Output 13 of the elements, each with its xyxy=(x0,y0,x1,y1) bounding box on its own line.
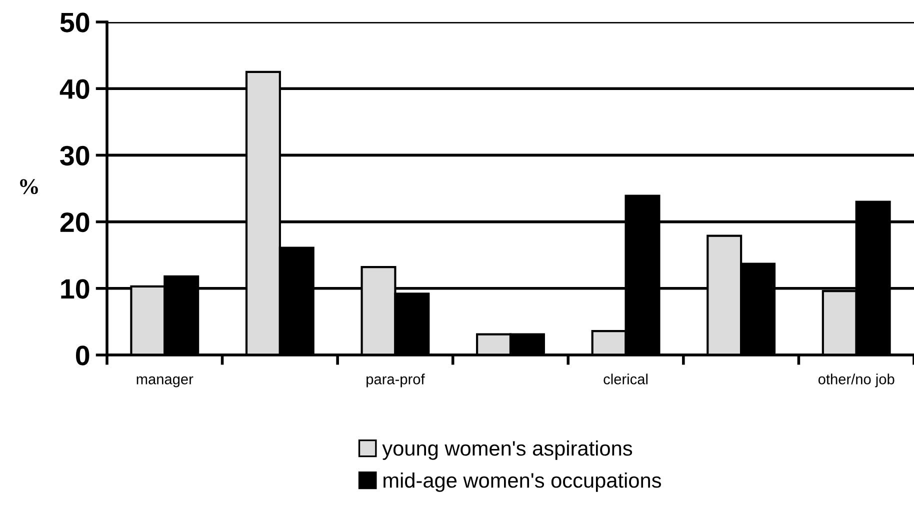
y-tick-label: 20 xyxy=(60,212,90,232)
y-tick-label: 0 xyxy=(76,346,90,366)
y-axis-title: % xyxy=(20,179,38,194)
y-tick-label: 50 xyxy=(60,12,90,32)
legend-label: young women's aspirations xyxy=(382,440,632,460)
legend-label: mid-age women's occupations xyxy=(384,472,662,492)
y-tick-label: 30 xyxy=(60,146,90,166)
x-tick-label: manager xyxy=(136,376,194,388)
x-tick-label: clerical xyxy=(604,374,648,384)
y-tick-label: 10 xyxy=(61,279,90,299)
y-tick-label: 40 xyxy=(60,79,90,99)
x-tick-label: para-prof xyxy=(366,374,425,388)
x-tick-label: other/no job xyxy=(818,374,894,388)
